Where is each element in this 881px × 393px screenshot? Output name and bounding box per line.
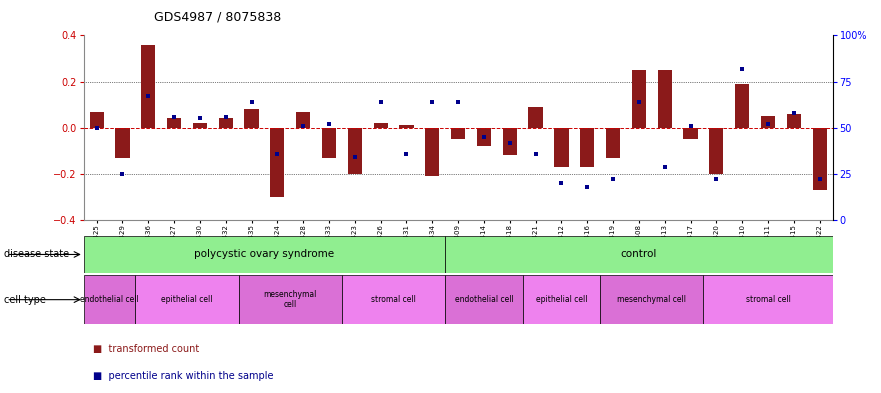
Text: mesenchymal
cell: mesenchymal cell — [263, 290, 317, 309]
Bar — [580, 128, 595, 167]
Bar — [244, 109, 259, 128]
Bar — [657, 70, 672, 128]
Bar — [115, 128, 130, 158]
Bar — [703, 275, 833, 324]
Bar — [445, 275, 522, 324]
Text: polycystic ovary syndrome: polycystic ovary syndrome — [195, 250, 335, 259]
Bar — [477, 128, 491, 146]
Bar — [218, 119, 233, 128]
Bar — [322, 128, 337, 158]
Text: cell type: cell type — [4, 295, 47, 305]
Bar — [90, 112, 104, 128]
Text: GDS4987 / 8075838: GDS4987 / 8075838 — [154, 11, 281, 24]
Text: ■  percentile rank within the sample: ■ percentile rank within the sample — [93, 371, 273, 381]
Bar — [426, 128, 440, 176]
Bar — [709, 128, 723, 174]
Text: epithelial cell: epithelial cell — [161, 295, 212, 304]
Bar — [787, 114, 801, 128]
Text: mesenchymal cell: mesenchymal cell — [618, 295, 686, 304]
Text: disease state: disease state — [4, 250, 70, 259]
Bar — [239, 275, 342, 324]
Bar — [451, 128, 465, 139]
Bar — [141, 44, 155, 128]
Bar — [193, 123, 207, 128]
Bar — [735, 84, 749, 128]
Bar — [529, 107, 543, 128]
Bar — [348, 128, 362, 174]
Bar — [374, 123, 388, 128]
Bar — [554, 128, 568, 167]
Text: ■  transformed count: ■ transformed count — [93, 344, 199, 354]
Bar — [606, 128, 620, 158]
Text: endothelial cell: endothelial cell — [80, 295, 139, 304]
Bar — [503, 128, 517, 156]
Text: stromal cell: stromal cell — [745, 295, 790, 304]
Text: endothelial cell: endothelial cell — [455, 295, 514, 304]
Text: control: control — [621, 250, 657, 259]
Bar — [270, 128, 285, 197]
Bar — [812, 128, 826, 190]
Bar — [342, 275, 445, 324]
Bar — [167, 119, 181, 128]
Bar — [84, 275, 136, 324]
Bar — [399, 125, 413, 128]
Text: stromal cell: stromal cell — [371, 295, 416, 304]
Bar — [522, 275, 600, 324]
Bar — [600, 275, 703, 324]
Bar — [684, 128, 698, 139]
Bar — [296, 112, 310, 128]
Bar — [84, 236, 445, 273]
Bar — [761, 116, 775, 128]
Bar — [445, 236, 833, 273]
Text: epithelial cell: epithelial cell — [536, 295, 587, 304]
Bar — [136, 275, 239, 324]
Bar — [632, 70, 646, 128]
